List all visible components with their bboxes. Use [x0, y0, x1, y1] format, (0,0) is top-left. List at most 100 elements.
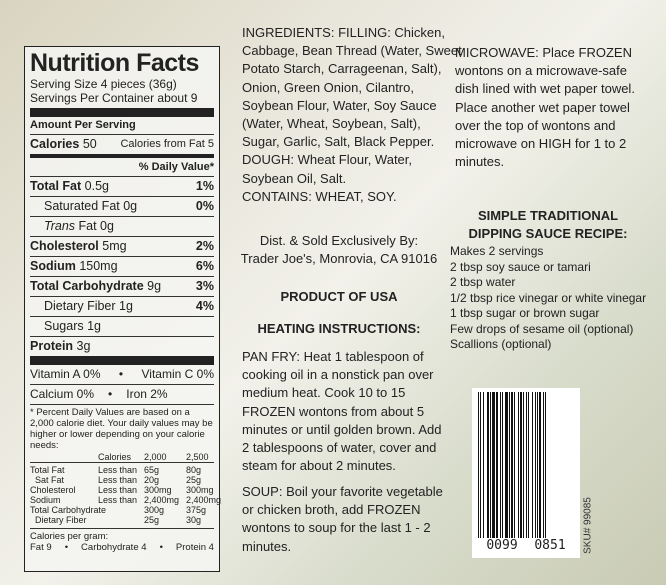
barcode-bar: [491, 392, 492, 538]
dv-table-cell: Less than: [98, 495, 138, 505]
nutrient-row: Cholesterol 5mg 2%: [30, 236, 214, 256]
text-line: 2 tbsp soy sauce or tamari: [450, 259, 591, 274]
nutrient-dv: 3%: [195, 279, 214, 293]
vitamin-a: Vitamin A 0%: [30, 367, 101, 381]
dv-table-cell: 20g: [144, 475, 160, 485]
barcode-bar: [543, 392, 544, 538]
sku-number: SKU# 99085: [582, 497, 594, 554]
divider: [30, 154, 214, 158]
distributor: Dist. & Sold Exclusively By: Trader Joe's…: [232, 232, 446, 268]
barcode-bar: [502, 392, 503, 538]
text-line: Trader Joe's, Monrovia, CA 91016: [240, 251, 438, 267]
barcode-bar: [511, 392, 513, 538]
barcode-bar: [503, 392, 505, 538]
text-line: SOUP: Boil your favorite vegetable: [242, 484, 443, 499]
text-line: Potato Starch, Carrageenan, Salt),: [242, 61, 442, 77]
vitamin-c: Vitamin C 0%: [141, 367, 214, 381]
barcode-bar: [495, 392, 496, 538]
cal-per-gram: Calories per gram:: [30, 528, 214, 542]
dv-table: Total Fat Less than 65g 80g Sat Fat Less than…: [30, 462, 221, 525]
barcode-bar: [532, 392, 533, 538]
barcode-bar: [490, 392, 491, 538]
barcode-bar: [518, 392, 519, 538]
nutrient-dv: 6%: [195, 259, 214, 273]
nutrient-dv: 0%: [195, 199, 214, 213]
dipping-sauce-recipe: Makes 2 servings 2 tbsp soy sauce or tama…: [450, 244, 646, 353]
nutrient-row: Dietary Fiber 1g 4%: [30, 296, 214, 316]
nutrient-label: Sodium: [30, 259, 76, 273]
dv-table-cell: Total Fat: [30, 465, 65, 475]
text-line: Onion, Green Onion, Cilantro,: [242, 79, 414, 95]
barcode-bar: [528, 392, 529, 538]
barcode-bar: [510, 392, 511, 538]
calories-value: 50: [82, 137, 97, 151]
barcode-bar: [515, 392, 518, 538]
dv-table-cell: Less than: [98, 475, 138, 485]
barcode-bar: [545, 392, 546, 538]
dv-table-header-cell: [30, 452, 98, 462]
barcode-bar: [505, 392, 508, 538]
barcode-bar: [509, 392, 510, 538]
servings-per-container: Servings Per Container about 9: [30, 91, 198, 105]
nutrient-amount: 0.5g: [84, 179, 109, 193]
barcode: 0099 0851: [472, 388, 580, 558]
dv-table-header-cell: 2,000: [144, 452, 167, 462]
pan-fry-instructions: PAN FRY: Heat 1 tablespoon of cooking oil…: [242, 348, 441, 475]
text-line: DOUGH: Wheat Flour, Water,: [242, 152, 413, 168]
nutrient-row: Total Carbohydrate 9g 3%: [30, 276, 214, 296]
nutrient-dv: 2%: [195, 239, 214, 253]
barcode-bar: [524, 392, 526, 538]
nutrient-row: Total Fat 0.5g 1%: [30, 176, 214, 196]
barcode-bar: [529, 392, 532, 538]
dv-table-cell: Less than: [98, 485, 138, 495]
dv-table-header: Calories 2,000 2,500: [30, 452, 214, 462]
nutrient-label: Total Carbohydrate: [30, 279, 144, 293]
barcode-bar: [544, 392, 545, 538]
barcode-bar: [479, 392, 480, 538]
barcode-bar: [508, 392, 509, 538]
barcode-bar: [526, 392, 527, 538]
minerals-row: Calcium 0% • Iron 2%: [30, 384, 214, 404]
text-line: DIPPING SAUCE RECIPE:: [468, 226, 628, 242]
dv-table-cell: Cholesterol: [30, 485, 76, 495]
nutrient-label: Trans: [44, 219, 76, 233]
barcode-bar: [483, 392, 484, 538]
bullet: •: [108, 387, 113, 401]
text-line: Cabbage, Bean Thread (Water, Sweet: [242, 43, 462, 59]
bullet: •: [64, 542, 69, 553]
dv-table-header-cell: 2,500: [186, 452, 209, 462]
dv-table-cell: 2,400mg: [144, 495, 180, 505]
nutrient-amount: Fat 0g: [78, 219, 114, 233]
barcode-bar: [533, 392, 535, 538]
recipe-title: SIMPLE TRADITIONAL DIPPING SAUCE RECIPE:: [448, 207, 648, 243]
amount-per-serving: Amount Per Serving: [30, 119, 136, 131]
barcode-bar: [484, 392, 487, 538]
text-line: (Water, Wheat, Soybean, Salt),: [242, 116, 421, 132]
soup-instructions: SOUP: Boil your favorite vegetable or chi…: [242, 483, 443, 556]
barcode-bar: [535, 392, 536, 538]
ingredients: INGREDIENTS: FILLING: Chicken, Cabbage, B…: [242, 24, 462, 206]
bullet: •: [118, 367, 124, 381]
text-line: Few drops of sesame oil (optional): [450, 321, 634, 336]
barcode-bar: [539, 392, 541, 538]
nutrient-label: Cholesterol: [30, 239, 99, 253]
nutrient-label: Protein: [30, 339, 74, 353]
nutrient-dv: 4%: [195, 299, 214, 313]
dv-table-cell: [98, 505, 144, 515]
text-line: MICROWAVE: Place FROZEN: [455, 45, 632, 60]
divider: [30, 356, 214, 365]
text-line: Sugar, Garlic, Salt, Black Pepper.: [242, 134, 435, 150]
text-line: 1 tbsp sugar or brown sugar: [450, 306, 600, 320]
text-line: medium heat. Cook 10 to 15: [242, 385, 406, 401]
text-line: INGREDIENTS: FILLING: Chicken,: [242, 25, 445, 40]
dv-table-cell: 80g: [186, 465, 202, 475]
serving-size: Serving Size 4 pieces (36g): [30, 77, 177, 91]
text-line: minutes or until golden brown. Add: [242, 421, 442, 437]
dv-table-cell: 25g: [144, 515, 160, 525]
text-line: dish lined with wet paper towel.: [455, 81, 635, 97]
nutrient-row: Sodium 150mg 6%: [30, 256, 214, 276]
text-line: Soybean Oil, Salt.: [242, 170, 347, 186]
barcode-bar: [481, 392, 483, 538]
calories-label: Calories: [30, 137, 80, 151]
text-line: Dist. & Sold Exclusively By:: [259, 233, 419, 248]
